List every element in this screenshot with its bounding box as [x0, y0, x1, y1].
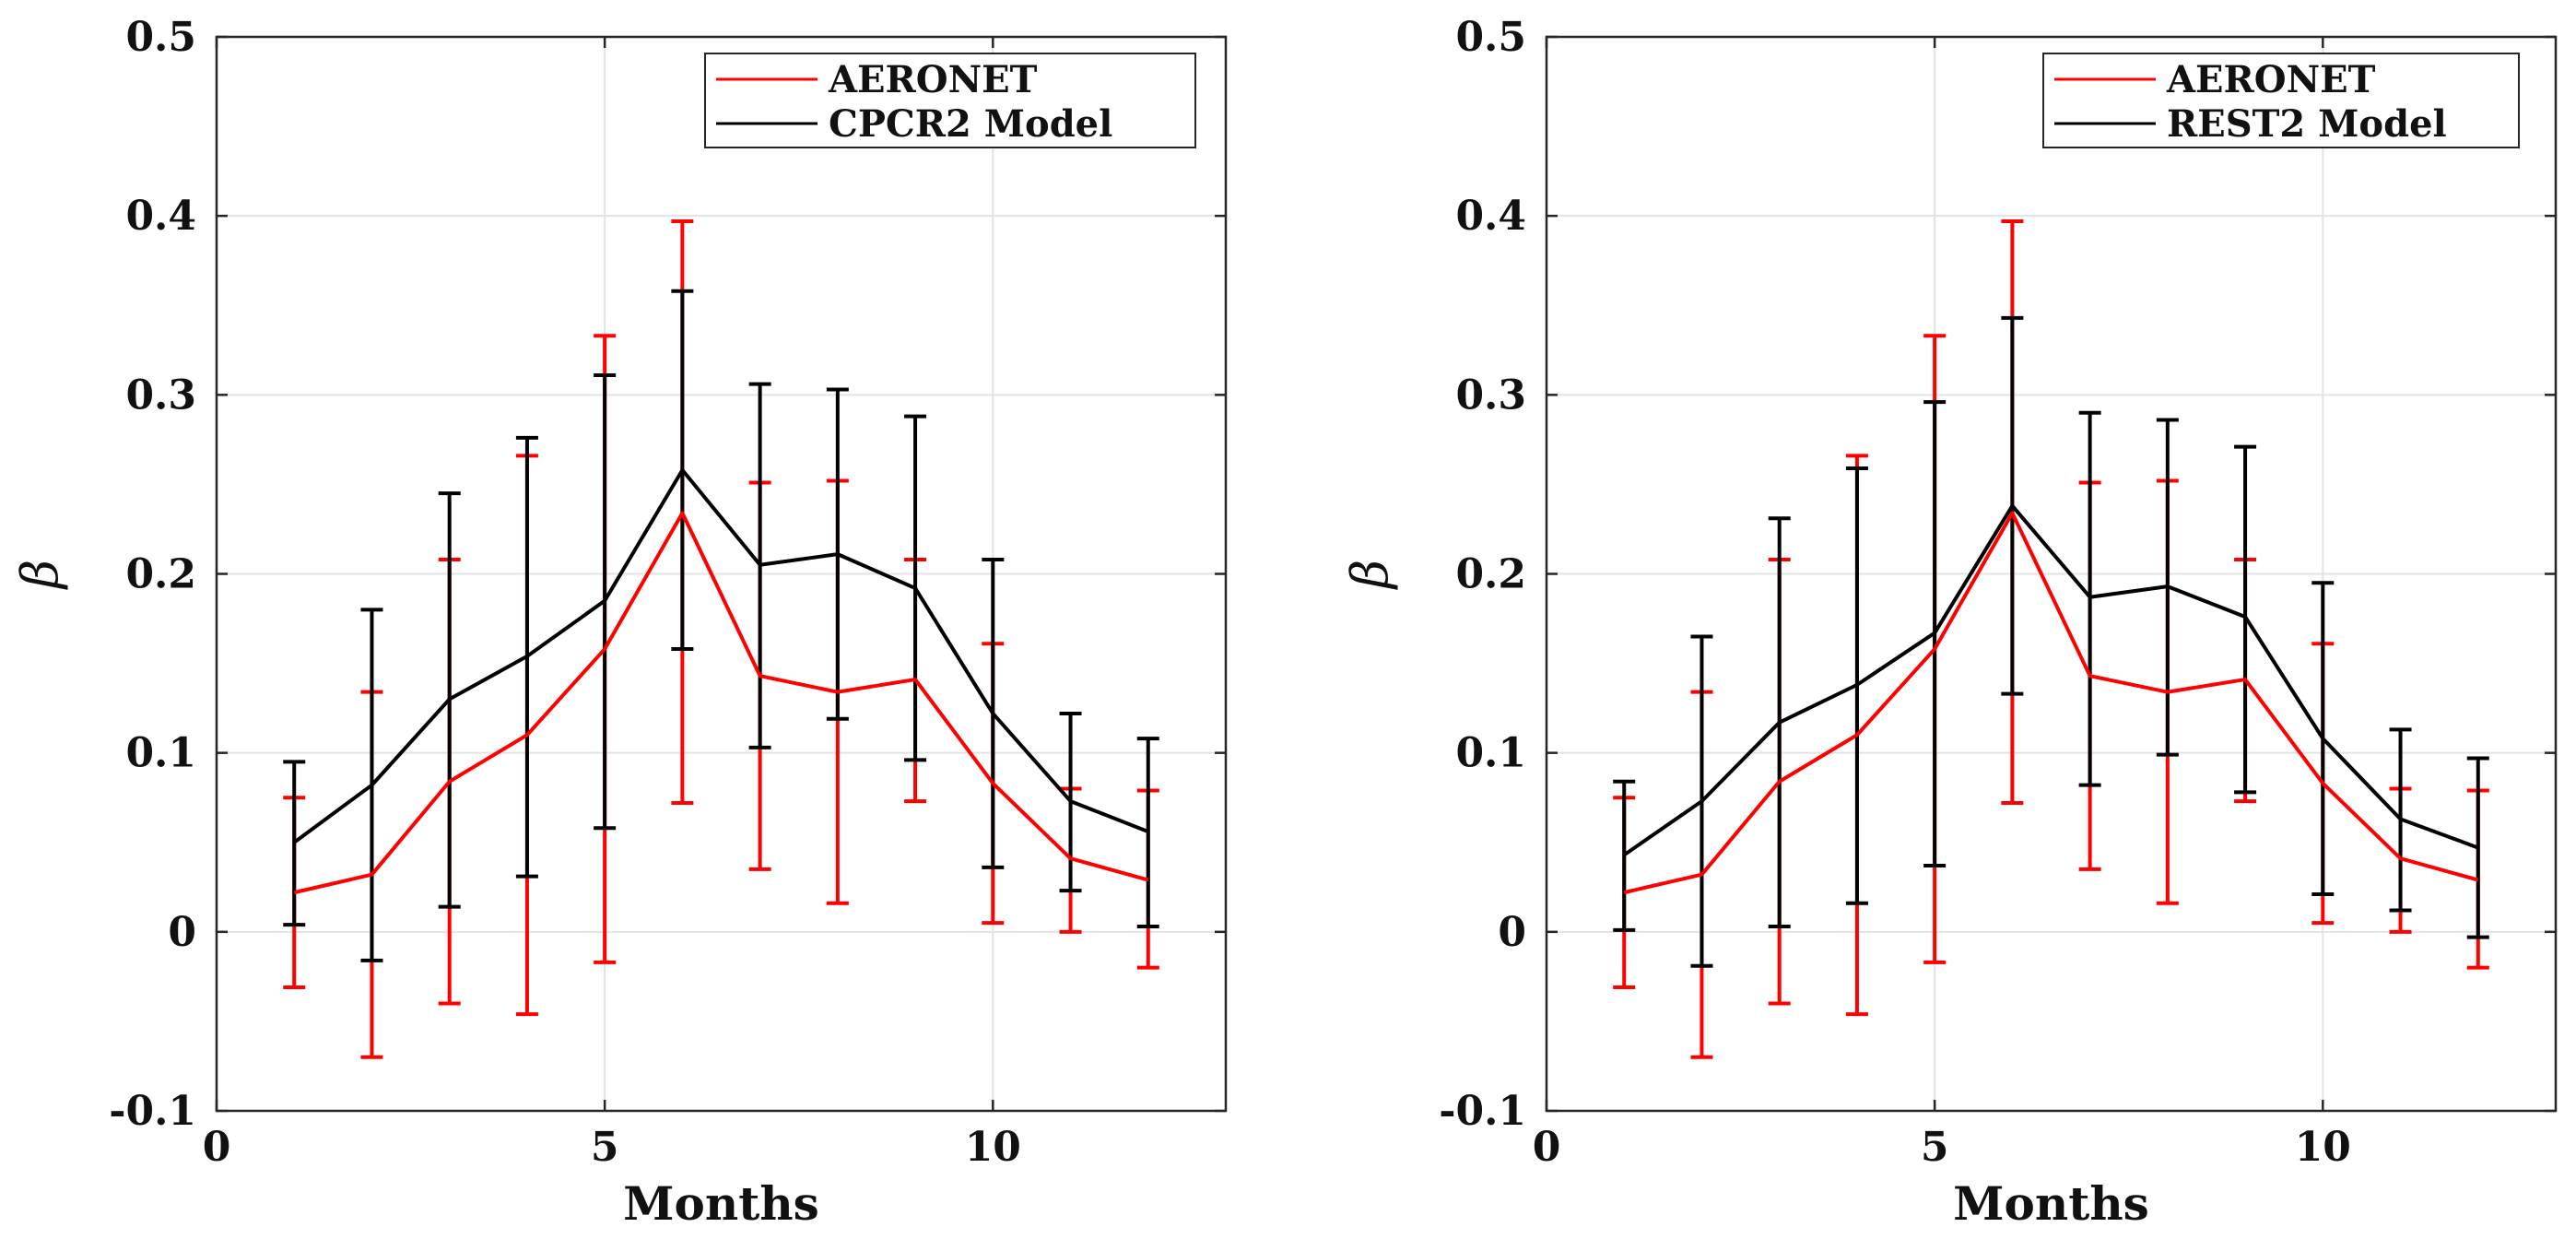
chart-left-ylabel: β [11, 560, 69, 590]
chart-left-ytick-label-1: 0 [168, 909, 196, 956]
chart-right-xtick-label-0: 0 [1533, 1124, 1561, 1171]
chart-right-xlabel: Months [1953, 1176, 2149, 1231]
chart-left-ytick-label-0: -0.1 [109, 1088, 196, 1135]
chart-left-ytick-label-5: 0.4 [125, 193, 196, 240]
chart-left-series-1-line [293, 467, 1149, 844]
chart-right-legend-label-1: REST2 Model [2167, 102, 2447, 146]
chart-left: -0.100.10.20.30.40.50 5 10MonthsβAERONETCP… [11, 14, 1228, 1231]
chart-left-series-1-errorbar-0 [283, 760, 306, 927]
chart-right-series-1-errorbar-0 [1613, 779, 1636, 932]
chart-left-xtick-label-2: 10 [965, 1124, 1021, 1171]
chart-left-legend-label-1: CPCR2 Model [829, 102, 1112, 146]
chart-right-ytick-label-6: 0.5 [1455, 14, 1526, 61]
chart-right-series-1-line [1623, 503, 2479, 856]
chart-right: -0.100.10.20.30.40.50 5 10MonthsβAERONETRE… [1341, 14, 2558, 1231]
chart-left-legend-box [704, 53, 1196, 148]
chart-left-ytick-label-3: 0.2 [125, 551, 196, 598]
chart-right-series-0-line [1623, 511, 2479, 895]
chart-left-xtick-label-1: 5 [591, 1124, 619, 1171]
chart-right-xtick-label-1: 5 [1921, 1124, 1949, 1171]
chart-right-ytick-label-2: 0.1 [1455, 730, 1526, 777]
chart-left-series-0-line [293, 511, 1149, 895]
chart-right-ytick-label-5: 0.4 [1455, 193, 1526, 240]
chart-right-ytick-label-3: 0.2 [1455, 551, 1526, 598]
chart-right-ylabel: β [1341, 560, 1399, 590]
chart-left-ytick-label-4: 0.3 [125, 372, 196, 419]
chart-right-legend-label-0: AERONET [2166, 58, 2376, 101]
chart-right-legend-box [2042, 53, 2520, 148]
chart-left-legend-label-0: AERONET [828, 58, 1038, 101]
chart-right-ytick-label-4: 0.3 [1455, 372, 1526, 419]
chart-right-ytick-label-1: 0 [1498, 909, 1526, 956]
chart-left-ytick-label-6: 0.5 [125, 14, 196, 61]
chart-left-xlabel: Months [623, 1176, 819, 1231]
chart-right-xtick-label-2: 10 [2295, 1124, 2351, 1171]
chart-left-ytick-label-2: 0.1 [125, 730, 196, 777]
chart-right-ytick-label-0: -0.1 [1439, 1088, 1526, 1135]
chart-left-series-1-errorbar-11 [1136, 737, 1159, 929]
chart-left-xtick-label-0: 0 [203, 1124, 231, 1171]
